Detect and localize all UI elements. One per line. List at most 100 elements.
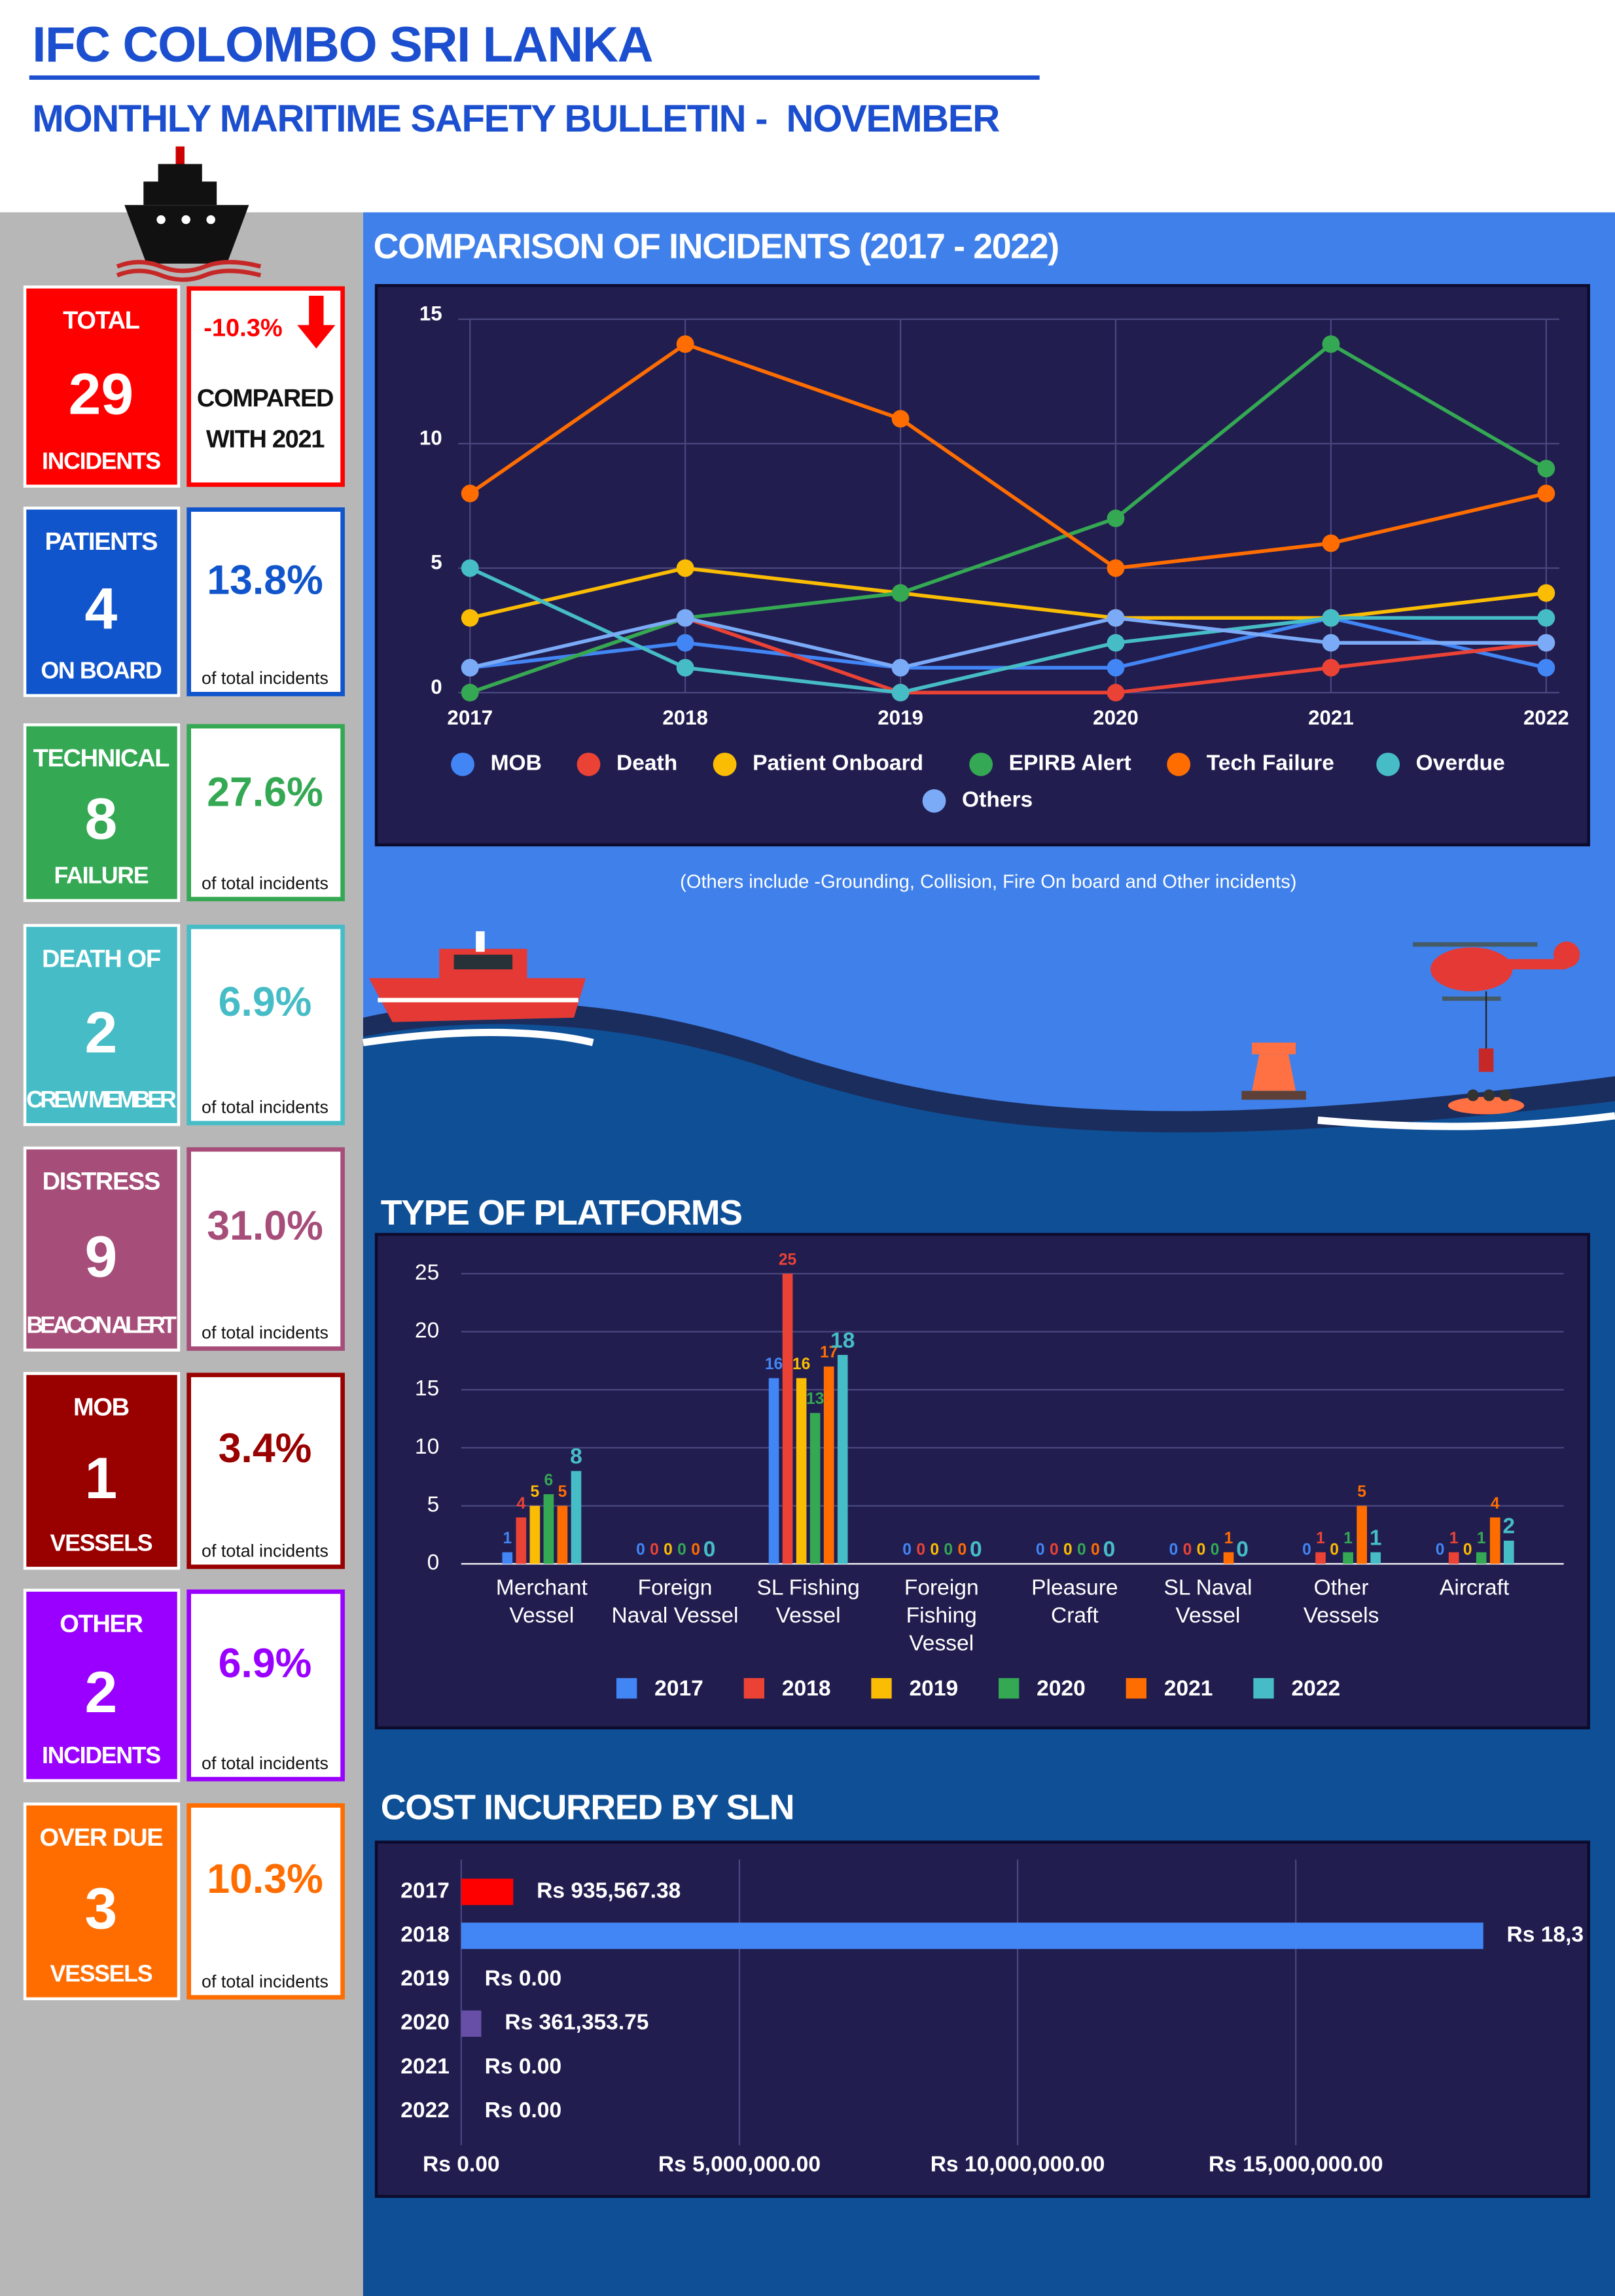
point: [1107, 559, 1125, 577]
value-label: 5: [1357, 1483, 1366, 1501]
value-label: 1: [1224, 1530, 1233, 1547]
card-right: [186, 1372, 345, 1570]
legend-label: 2017: [654, 1677, 703, 1701]
value-label: 0: [1036, 1541, 1045, 1559]
bar: [1503, 1540, 1514, 1564]
card-left: [23, 1146, 181, 1352]
series-line: [469, 566, 1547, 620]
value-label: 2: [1502, 1515, 1515, 1539]
bar: [461, 1878, 514, 1905]
card-caption: of total incidents: [202, 1541, 328, 1561]
card-caption: of total incidents: [202, 668, 328, 688]
bar: [1343, 1552, 1353, 1564]
cost-bars: Rs 935,567.38 Rs 18,3 Rs 0.00 Rs 361,353.75…: [461, 1878, 1584, 2123]
card-number: 3: [84, 1876, 117, 1941]
x-tick-label-box: SL Naval Vessel: [1163, 1575, 1252, 1628]
surf: [363, 1028, 1615, 1130]
point: [1537, 609, 1555, 627]
card-left: [23, 723, 181, 903]
card-number: 4: [84, 575, 117, 641]
point: [891, 410, 910, 428]
bar: [1357, 1505, 1367, 1564]
legend-swatch: [577, 752, 601, 776]
value-label: Rs 18,3: [1507, 1922, 1584, 1946]
card-heading: OVER DUE: [39, 1824, 162, 1852]
value-label: 25: [779, 1251, 796, 1268]
chart-title: COMPARISON OF INCIDENTS (2017 - 2022): [374, 227, 1059, 266]
bar: [823, 1366, 834, 1564]
card-number: 8: [84, 785, 117, 851]
card-number: 29: [69, 361, 134, 427]
card-percent: 6.9%: [219, 979, 312, 1025]
x-tick-label: Aircraft: [1440, 1575, 1510, 1601]
bar: [782, 1273, 793, 1564]
value-label: 0: [1091, 1541, 1100, 1559]
x-tick-label: 2022: [1523, 706, 1569, 729]
card-right: [186, 724, 345, 902]
value-label: 0: [1436, 1541, 1445, 1559]
x-tick-label: 2020: [1093, 706, 1139, 729]
bar: [809, 1412, 821, 1564]
chart-note: (Others include -Grounding, Collision, F…: [680, 872, 1296, 893]
legend-swatch: [922, 789, 946, 813]
y-tick-label: 2021: [400, 2054, 450, 2079]
card-percent: -10.3%: [204, 314, 282, 342]
x-tick-label: 2018: [662, 706, 708, 729]
header-title: IFC COLOMBO SRI LANKA: [32, 17, 652, 73]
series-line: [469, 566, 1546, 695]
value-label: 0: [916, 1541, 925, 1559]
header-month: NOVEMBER: [787, 98, 1000, 140]
card-left: [23, 924, 181, 1126]
legend-swatch: [1376, 752, 1400, 776]
point: [461, 609, 479, 627]
card-footer: FAILURE: [54, 863, 149, 889]
bar: [557, 1505, 568, 1564]
card-heading: TOTAL: [63, 307, 140, 334]
point: [676, 559, 694, 577]
chart-title: TYPE OF PLATFORMS: [381, 1193, 742, 1232]
legend-label: Overdue: [1416, 751, 1505, 776]
value-label: 0: [650, 1541, 659, 1559]
legend-label: EPIRB Alert: [1009, 751, 1131, 776]
y-tick-label: 15: [415, 1376, 439, 1401]
value-label: 0: [1103, 1537, 1116, 1562]
bar: [461, 1922, 1483, 1949]
card-right: [186, 924, 345, 1126]
card-heading: PATIENTS: [45, 528, 158, 556]
card-left: [23, 1803, 181, 2001]
bar: [1489, 1517, 1500, 1564]
card-heading: TECHNICAL: [33, 745, 170, 772]
value-label: 1: [1477, 1530, 1486, 1547]
value-label: 0: [664, 1541, 673, 1559]
value-label: 0: [902, 1541, 912, 1559]
point: [891, 584, 910, 602]
y-tick-label: 15: [419, 302, 442, 325]
card-number: 9: [84, 1224, 117, 1289]
card-left: [23, 285, 181, 488]
card-percent: 31.0%: [207, 1203, 323, 1249]
y-tick-label: 0: [431, 675, 442, 698]
legend-label: Patient Onboard: [753, 751, 923, 776]
point: [1107, 683, 1125, 702]
legend-label: 2022: [1292, 1677, 1341, 1701]
point: [676, 335, 694, 353]
point: [1322, 658, 1340, 677]
point: [1107, 609, 1125, 627]
card-right: [186, 1589, 345, 1782]
value-label: 0: [1330, 1541, 1339, 1559]
series-line: [469, 342, 1548, 694]
helicopter: [1413, 941, 1580, 1072]
x-tick-label-box: Foreign Naval Vessel: [611, 1575, 738, 1628]
x-tick-label: Rs 5,000,000.00: [658, 2153, 821, 2177]
card-percent: 10.3%: [207, 1856, 323, 1902]
value-label: 1: [1343, 1530, 1353, 1547]
card-right: [186, 1803, 345, 2000]
value-label: 0: [944, 1541, 953, 1559]
x-tick-label: Merchant Vessel: [495, 1575, 588, 1628]
point: [1322, 335, 1340, 353]
card-right: [186, 507, 345, 696]
card-heading: OTHER: [60, 1610, 143, 1638]
card-caption: COMPARED: [197, 385, 333, 412]
card-footer: BEACON ALERT: [26, 1312, 177, 1338]
x-tick-label: Foreign Fishing Vessel: [904, 1575, 979, 1657]
